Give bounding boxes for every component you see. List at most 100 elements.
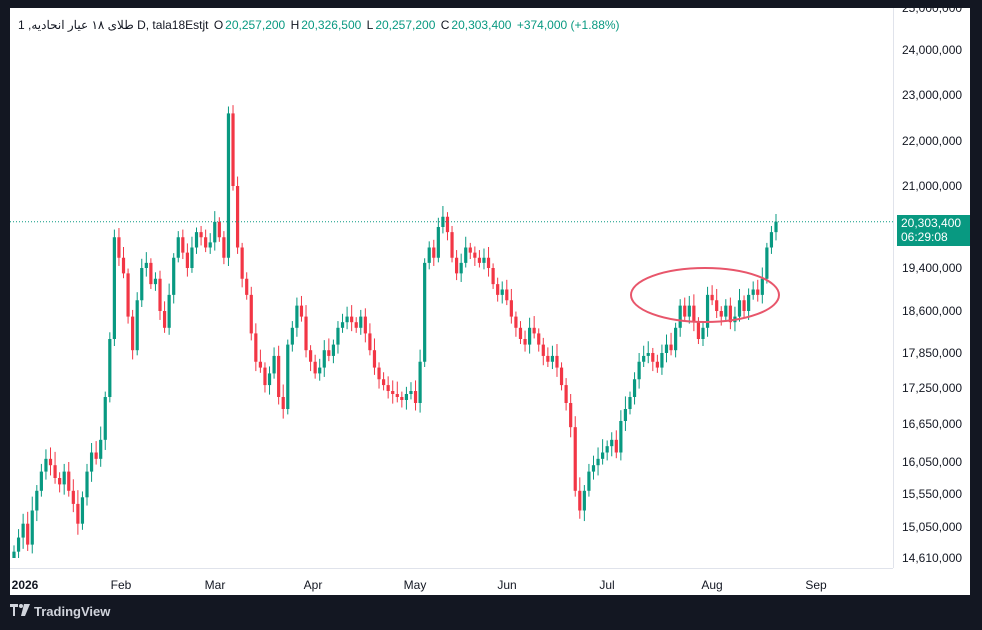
- candle[interactable]: [619, 410, 623, 461]
- candle[interactable]: [391, 380, 395, 404]
- candle[interactable]: [651, 347, 655, 372]
- candle[interactable]: [240, 242, 244, 288]
- candle[interactable]: [62, 463, 66, 495]
- candle[interactable]: [308, 345, 313, 372]
- candle[interactable]: [678, 299, 682, 337]
- candle[interactable]: [318, 358, 322, 381]
- candle[interactable]: [39, 463, 43, 497]
- candle[interactable]: [176, 231, 180, 263]
- candle[interactable]: [44, 449, 48, 480]
- candle[interactable]: [322, 340, 326, 377]
- candle[interactable]: [381, 372, 386, 391]
- candle[interactable]: [194, 227, 199, 254]
- candle[interactable]: [550, 345, 555, 370]
- candle[interactable]: [710, 285, 714, 306]
- candle[interactable]: [614, 430, 618, 459]
- candle[interactable]: [313, 354, 317, 379]
- candle[interactable]: [454, 250, 459, 281]
- tradingview-brand[interactable]: TradingView: [10, 604, 110, 619]
- candle[interactable]: [505, 279, 509, 306]
- candle[interactable]: [605, 440, 609, 461]
- candle[interactable]: [254, 323, 258, 372]
- candle[interactable]: [153, 272, 158, 291]
- candle[interactable]: [573, 416, 577, 497]
- candle[interactable]: [340, 313, 345, 333]
- candle[interactable]: [747, 288, 751, 320]
- candle[interactable]: [16, 529, 21, 558]
- candle[interactable]: [404, 386, 409, 410]
- candle[interactable]: [140, 258, 144, 307]
- candle[interactable]: [751, 281, 755, 300]
- candle[interactable]: [277, 345, 281, 405]
- candle[interactable]: [53, 451, 57, 484]
- candlestick-plot[interactable]: [10, 8, 970, 595]
- candle[interactable]: [769, 225, 774, 254]
- symbol-label[interactable]: 1 ,طلای ۱۸ عیار انحادیه D, tala18Estjt: [18, 18, 209, 32]
- candle[interactable]: [327, 338, 331, 362]
- candle[interactable]: [386, 376, 390, 399]
- candle[interactable]: [185, 243, 189, 277]
- candle[interactable]: [99, 426, 103, 467]
- candle[interactable]: [564, 378, 568, 411]
- candle[interactable]: [144, 252, 148, 277]
- candle[interactable]: [231, 105, 235, 191]
- candle[interactable]: [21, 513, 25, 549]
- candle[interactable]: [719, 306, 723, 326]
- candle[interactable]: [569, 394, 573, 438]
- candle[interactable]: [208, 233, 212, 254]
- candle[interactable]: [299, 295, 304, 322]
- candle[interactable]: [108, 332, 112, 403]
- candle[interactable]: [528, 317, 532, 354]
- candle[interactable]: [601, 439, 605, 465]
- candle[interactable]: [737, 288, 742, 322]
- candle[interactable]: [199, 225, 203, 246]
- candle[interactable]: [628, 391, 632, 415]
- candle[interactable]: [705, 286, 710, 337]
- candle[interactable]: [190, 236, 194, 273]
- candle[interactable]: [272, 347, 276, 379]
- candle[interactable]: [464, 236, 468, 268]
- candle[interactable]: [742, 295, 746, 318]
- candle[interactable]: [468, 242, 472, 260]
- candle[interactable]: [623, 396, 628, 431]
- candle[interactable]: [235, 176, 240, 254]
- candle[interactable]: [126, 268, 130, 324]
- candle[interactable]: [117, 228, 121, 266]
- candle[interactable]: [427, 241, 431, 270]
- candle[interactable]: [267, 366, 272, 395]
- candle[interactable]: [423, 258, 427, 367]
- candle[interactable]: [222, 231, 226, 265]
- candle[interactable]: [701, 321, 705, 346]
- candle[interactable]: [724, 299, 728, 322]
- candle[interactable]: [432, 239, 436, 266]
- candle[interactable]: [760, 267, 764, 304]
- candle[interactable]: [359, 309, 363, 335]
- candle[interactable]: [377, 362, 381, 389]
- candle[interactable]: [76, 490, 80, 535]
- candle[interactable]: [610, 432, 614, 457]
- candle[interactable]: [728, 297, 732, 330]
- candle[interactable]: [450, 225, 454, 263]
- candle[interactable]: [67, 462, 71, 497]
- candle[interactable]: [692, 294, 696, 332]
- candle[interactable]: [413, 380, 418, 411]
- candle[interactable]: [715, 288, 719, 318]
- candle[interactable]: [578, 477, 582, 519]
- candle[interactable]: [103, 391, 107, 450]
- candle[interactable]: [514, 311, 518, 337]
- candle[interactable]: [477, 250, 482, 268]
- candle[interactable]: [213, 211, 217, 251]
- candle[interactable]: [509, 288, 513, 324]
- candle[interactable]: [436, 217, 440, 263]
- candle[interactable]: [295, 297, 299, 337]
- candle[interactable]: [445, 212, 450, 241]
- candle[interactable]: [85, 463, 89, 506]
- candle[interactable]: [587, 463, 591, 497]
- candle[interactable]: [683, 297, 687, 322]
- candle[interactable]: [354, 317, 358, 333]
- candle[interactable]: [774, 214, 778, 241]
- candle[interactable]: [167, 283, 171, 335]
- candle[interactable]: [336, 321, 340, 354]
- candle[interactable]: [765, 242, 769, 284]
- candle[interactable]: [637, 353, 641, 389]
